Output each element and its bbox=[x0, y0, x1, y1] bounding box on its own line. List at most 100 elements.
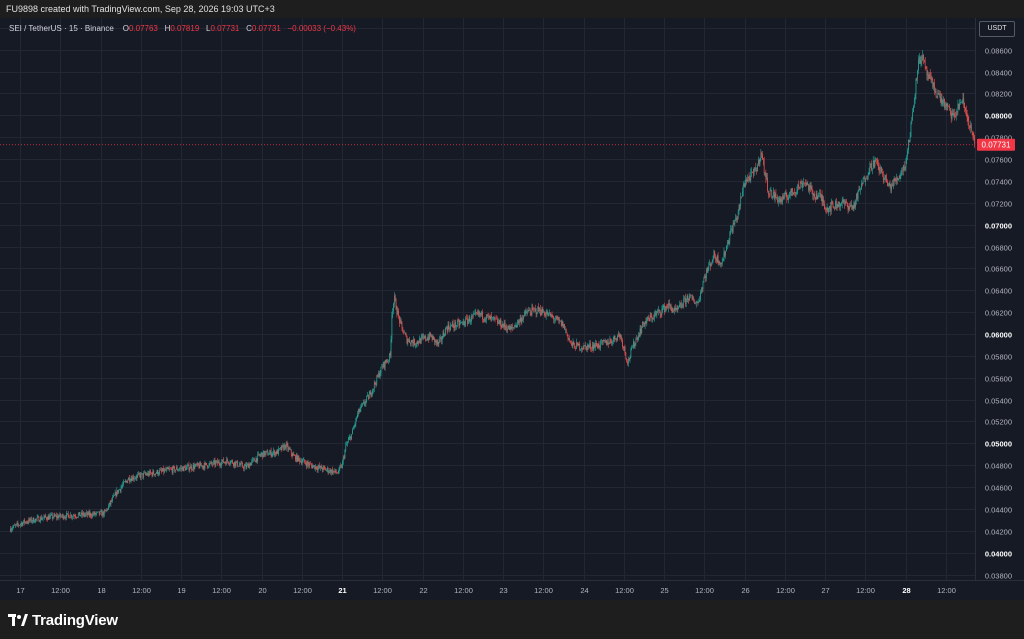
price-chart[interactable]: 0.088000.086000.084000.082000.080000.078… bbox=[0, 18, 1024, 600]
candle bbox=[900, 170, 902, 180]
candle bbox=[973, 132, 975, 141]
candle bbox=[145, 471, 147, 476]
candle bbox=[690, 295, 692, 296]
candle bbox=[280, 446, 281, 450]
chart-legend[interactable]: SEI / TetherUS · 15 · Binance O0.07763 H… bbox=[9, 24, 356, 33]
candle bbox=[159, 467, 160, 476]
candle bbox=[173, 464, 175, 469]
candle bbox=[375, 381, 377, 389]
candle bbox=[113, 494, 115, 496]
candle bbox=[634, 342, 636, 350]
candle bbox=[836, 203, 838, 211]
candle bbox=[150, 469, 151, 476]
candle bbox=[669, 303, 671, 310]
candle bbox=[94, 510, 96, 516]
candle bbox=[373, 388, 374, 394]
candle bbox=[494, 315, 496, 323]
candle bbox=[898, 175, 900, 179]
currency-button[interactable]: USDT bbox=[979, 21, 1015, 37]
candle bbox=[783, 193, 784, 201]
candle bbox=[30, 516, 32, 523]
candle bbox=[550, 313, 552, 318]
candle bbox=[903, 161, 905, 172]
candle bbox=[257, 451, 259, 464]
candle bbox=[394, 292, 395, 308]
candle bbox=[493, 317, 495, 321]
candle bbox=[607, 338, 609, 348]
candle bbox=[552, 314, 554, 319]
candle bbox=[699, 296, 700, 303]
candle bbox=[648, 314, 649, 321]
candle bbox=[18, 523, 20, 528]
candle bbox=[417, 340, 419, 345]
candle bbox=[637, 336, 638, 343]
candle bbox=[296, 453, 298, 462]
candle bbox=[770, 186, 772, 192]
close-value: 0.07731 bbox=[251, 24, 281, 33]
candle bbox=[14, 523, 15, 526]
candle bbox=[726, 239, 728, 250]
candle bbox=[451, 324, 452, 327]
tradingview-brand[interactable]: TradingView bbox=[8, 612, 118, 629]
candle bbox=[19, 524, 20, 527]
candle bbox=[326, 466, 328, 473]
candle bbox=[576, 341, 578, 346]
candle bbox=[821, 190, 823, 207]
candle bbox=[26, 520, 28, 525]
candle bbox=[917, 69, 918, 84]
candle bbox=[725, 250, 726, 259]
time-axis[interactable]: 17 12:00 18 12:00 19 12:00 20 12:00 21 12:00 22 12:… bbox=[16, 586, 956, 595]
symbol-title[interactable]: SEI / TetherUS · 15 · Binance bbox=[9, 24, 114, 33]
candle bbox=[863, 175, 865, 179]
candle bbox=[184, 465, 186, 468]
candle bbox=[361, 402, 363, 408]
candle bbox=[638, 332, 640, 338]
candle bbox=[195, 463, 197, 467]
candle bbox=[264, 450, 266, 458]
candle bbox=[934, 87, 936, 94]
candle bbox=[946, 102, 948, 111]
candle bbox=[56, 513, 58, 521]
candle bbox=[517, 319, 519, 328]
candle bbox=[611, 338, 612, 346]
candle bbox=[529, 307, 530, 312]
candle bbox=[664, 306, 666, 313]
candle bbox=[86, 510, 87, 517]
candle bbox=[17, 520, 19, 528]
candle bbox=[303, 457, 305, 461]
candle bbox=[200, 461, 202, 466]
candle bbox=[874, 156, 876, 169]
candle bbox=[819, 189, 820, 198]
candle bbox=[551, 311, 553, 318]
candle bbox=[796, 186, 798, 195]
candle bbox=[921, 55, 923, 66]
candle bbox=[424, 335, 425, 340]
candle bbox=[263, 450, 264, 458]
candle bbox=[364, 401, 366, 407]
candle bbox=[432, 334, 434, 340]
candle bbox=[164, 467, 165, 474]
candle bbox=[67, 512, 68, 516]
candle bbox=[284, 442, 285, 451]
candle bbox=[685, 293, 686, 307]
candle bbox=[784, 190, 786, 195]
candle bbox=[876, 158, 877, 165]
candle bbox=[798, 180, 799, 190]
candle bbox=[763, 156, 765, 176]
candle bbox=[228, 461, 229, 465]
candle bbox=[489, 313, 491, 320]
candle bbox=[440, 334, 441, 343]
candle bbox=[527, 308, 529, 316]
candle bbox=[45, 513, 46, 518]
candle bbox=[171, 466, 173, 475]
candle bbox=[905, 157, 907, 172]
candle bbox=[189, 467, 191, 473]
chart-area[interactable]: 0.088000.086000.084000.082000.080000.078… bbox=[0, 18, 1024, 600]
candle bbox=[135, 475, 137, 481]
candle bbox=[724, 250, 726, 258]
candle bbox=[565, 328, 567, 333]
price-axis[interactable]: 0.088000.086000.084000.082000.080000.078… bbox=[985, 25, 1012, 581]
candle bbox=[693, 296, 695, 303]
price-tick-label: 0.07400 bbox=[985, 178, 1012, 187]
candle bbox=[801, 180, 803, 189]
